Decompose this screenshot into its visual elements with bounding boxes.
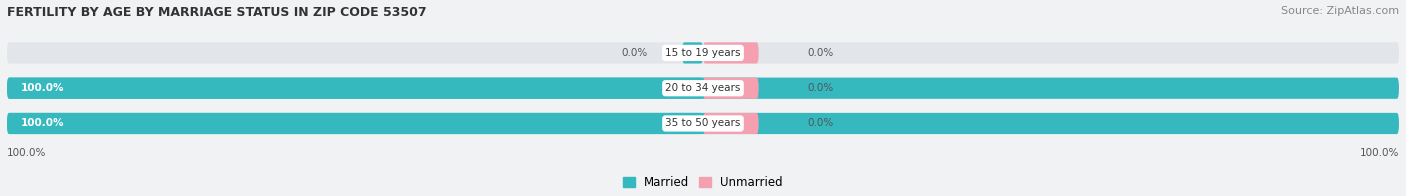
Text: 0.0%: 0.0% bbox=[621, 48, 647, 58]
Text: 0.0%: 0.0% bbox=[807, 48, 834, 58]
FancyBboxPatch shape bbox=[7, 113, 1399, 134]
FancyBboxPatch shape bbox=[7, 113, 703, 134]
Text: FERTILITY BY AGE BY MARRIAGE STATUS IN ZIP CODE 53507: FERTILITY BY AGE BY MARRIAGE STATUS IN Z… bbox=[7, 6, 426, 19]
FancyBboxPatch shape bbox=[703, 78, 759, 99]
Text: 35 to 50 years: 35 to 50 years bbox=[665, 118, 741, 129]
Text: 100.0%: 100.0% bbox=[21, 118, 65, 129]
FancyBboxPatch shape bbox=[7, 113, 1399, 134]
FancyBboxPatch shape bbox=[703, 113, 759, 134]
Text: 100.0%: 100.0% bbox=[1360, 148, 1399, 159]
Text: 100.0%: 100.0% bbox=[7, 148, 46, 159]
FancyBboxPatch shape bbox=[7, 78, 1399, 99]
FancyBboxPatch shape bbox=[7, 78, 703, 99]
Text: 0.0%: 0.0% bbox=[807, 83, 834, 93]
FancyBboxPatch shape bbox=[7, 42, 1399, 64]
Text: 20 to 34 years: 20 to 34 years bbox=[665, 83, 741, 93]
Text: 100.0%: 100.0% bbox=[21, 83, 65, 93]
Text: 15 to 19 years: 15 to 19 years bbox=[665, 48, 741, 58]
Legend: Married, Unmarried: Married, Unmarried bbox=[619, 171, 787, 193]
FancyBboxPatch shape bbox=[703, 42, 759, 64]
FancyBboxPatch shape bbox=[682, 42, 703, 64]
Text: 0.0%: 0.0% bbox=[807, 118, 834, 129]
Text: Source: ZipAtlas.com: Source: ZipAtlas.com bbox=[1281, 6, 1399, 16]
FancyBboxPatch shape bbox=[7, 78, 1399, 99]
